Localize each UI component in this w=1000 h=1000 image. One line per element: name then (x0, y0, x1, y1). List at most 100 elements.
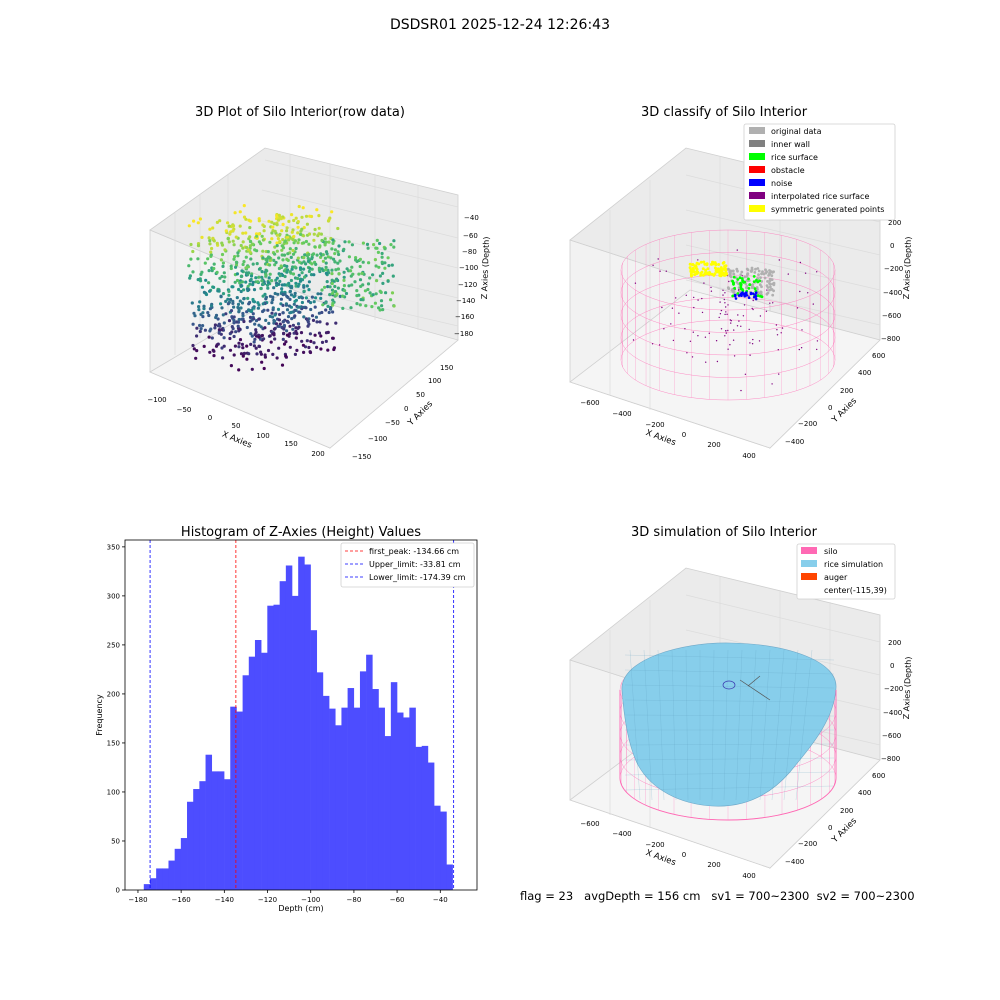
auger-arm (747, 675, 761, 687)
raw-data-point (197, 305, 201, 309)
raw-data-point (204, 278, 208, 282)
raw-data-point (231, 224, 236, 228)
raw-data-point (374, 246, 378, 250)
raw-data-point (315, 345, 319, 349)
raw-data-point (329, 305, 333, 310)
interpolated-surface-point (651, 343, 654, 345)
simulation-z-tick: 0 (890, 662, 894, 670)
interpolated-surface-point (732, 339, 735, 341)
raw-data-point (349, 274, 353, 278)
original-point (760, 285, 763, 289)
raw-data-point (375, 279, 379, 283)
raw-data-point (342, 278, 346, 282)
simulation-plot-title: 3D simulation of Silo Interior (631, 525, 818, 540)
raw-data-point (198, 300, 202, 304)
raw-data-point (374, 264, 378, 268)
raw-data-point (330, 268, 334, 272)
symmetric-point (704, 268, 708, 272)
raw-data-point (224, 299, 228, 303)
classify-z-tick: 200 (888, 219, 901, 227)
rice-mesh-line (795, 649, 813, 801)
classify-y-tick: 600 (872, 352, 885, 360)
raw-data-point (285, 229, 289, 233)
raw-data-point (303, 253, 307, 257)
raw-data-point (282, 253, 287, 257)
original-point (735, 280, 739, 284)
raw-data-point (312, 273, 316, 277)
histogram-legend-label: Lower_limit: -174.39 cm (369, 573, 466, 582)
raw-data-point (330, 281, 334, 286)
raw-data-point (217, 328, 221, 332)
interpolated-surface-point (743, 304, 746, 306)
raw-data-point (227, 293, 231, 297)
interpolated-surface-point (771, 383, 773, 385)
raw-data-point (314, 315, 318, 319)
raw-data-point (347, 284, 351, 288)
auger-arm (739, 679, 771, 701)
raw-data-point (312, 300, 316, 304)
rice-mesh-line (624, 684, 835, 689)
raw-data-point (245, 357, 249, 361)
histogram-bars (143, 556, 453, 890)
raw-data-point (219, 302, 223, 306)
raw-data-point (233, 211, 237, 215)
noise-point (754, 293, 757, 297)
histogram-x-tick-label: −40 (433, 896, 448, 904)
raw-data-point (234, 330, 238, 334)
raw-data-point (241, 246, 245, 250)
raw-data-point (246, 265, 250, 269)
symmetric-point (695, 267, 699, 271)
raw-data-point (361, 260, 365, 264)
interpolated-surface-point (692, 331, 694, 333)
raw-data-point (249, 274, 254, 278)
figure-title: DSDSR01 2025-12-24 12:26:43 (389, 17, 610, 33)
raw-data-point (302, 289, 306, 293)
raw-data-point (237, 306, 241, 310)
raw-data-point (381, 271, 385, 275)
raw-data-point (337, 272, 341, 276)
raw-data-point (267, 321, 271, 325)
histogram-frame (124, 539, 478, 891)
classify-x-tick: 0 (682, 431, 686, 439)
raw-data-point (257, 335, 261, 339)
interpolated-surface-point (661, 306, 663, 309)
histogram-x-tick-label: −140 (215, 896, 234, 904)
raw-data-point (204, 292, 209, 297)
histogram-bar (446, 864, 453, 890)
raw-data-point (226, 302, 230, 306)
interpolated-surface-point (671, 307, 674, 309)
raw-data-point (293, 299, 297, 303)
histogram-x-tick-label: −100 (301, 896, 320, 904)
histogram-bar (390, 682, 398, 890)
raw-data-point (324, 261, 328, 265)
raw-data-point (281, 319, 285, 324)
raw-data-point (305, 222, 309, 226)
raw-data-point (282, 323, 286, 328)
raw-data-point (220, 306, 224, 310)
raw-data-point (238, 281, 242, 285)
raw-data-point (371, 293, 375, 297)
raw-data-point (214, 344, 219, 348)
raw-data-point (333, 260, 337, 264)
raw-data-point (327, 310, 331, 315)
raw-data-point (275, 214, 279, 218)
interpolated-surface-point (728, 280, 730, 283)
raw-data-point (248, 239, 253, 243)
raw-data-point (320, 267, 324, 271)
raw-data-point (212, 349, 216, 353)
raw-data-point (326, 348, 330, 352)
classify-z-ticks: 200 0 −200 −400 −600 −800 (881, 219, 903, 343)
raw-data-point (330, 247, 334, 251)
raw-z-tick: −100 (459, 264, 478, 272)
raw-data-point (324, 308, 328, 312)
original-point (768, 269, 771, 272)
raw-data-point (200, 270, 204, 274)
histogram-bar (378, 707, 385, 890)
simulation-y-tick: 600 (872, 772, 885, 780)
raw-data-point (275, 276, 279, 280)
rice-surface-point (736, 278, 740, 281)
symmetric-point (706, 267, 710, 271)
raw-data-point (331, 238, 335, 242)
simulation-x-ticks: −600 −400 −200 0 200 400 (580, 820, 755, 880)
raw-data-point (233, 280, 237, 284)
